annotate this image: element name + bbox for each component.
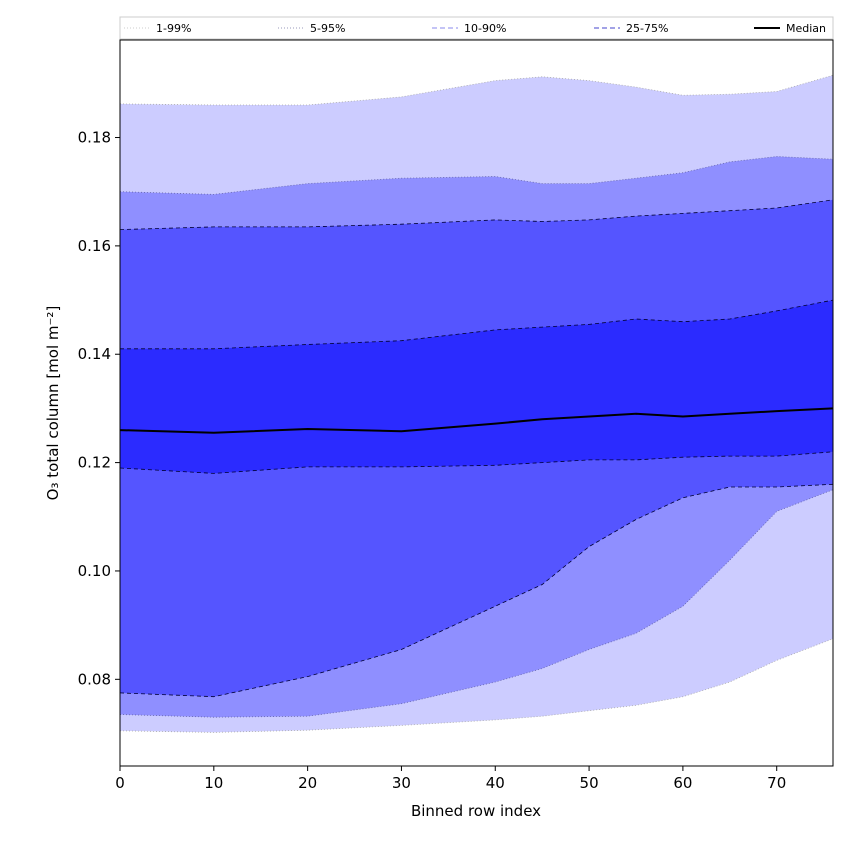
y-axis-ticks: 0.08 0.10 0.12 0.14 0.16 0.18 <box>78 129 120 688</box>
x-tick-label: 70 <box>767 774 786 792</box>
band-upper-line-5-95% <box>119 156 834 195</box>
y-tick-label: 0.12 <box>78 454 111 472</box>
x-tick-label: 20 <box>298 774 317 792</box>
x-tick-label: 0 <box>115 774 125 792</box>
legend-box <box>119 16 834 40</box>
percentile-bands <box>119 74 834 733</box>
x-axis-ticks: 0 10 20 30 40 50 60 70 <box>115 766 786 792</box>
median-line <box>119 407 834 434</box>
band-lower-line-10-90% <box>119 483 834 698</box>
y-tick-label: 0.14 <box>78 345 111 363</box>
band-upper-line-25-75% <box>120 299 834 350</box>
plot-area-frame <box>119 39 834 767</box>
y-tick-label: 0.18 <box>78 129 111 147</box>
legend-label-25-75%: 25-75% <box>626 22 668 35</box>
x-tick-label: 50 <box>580 774 599 792</box>
band-upper-line-10-90% <box>119 199 834 230</box>
y-tick-label: 0.10 <box>78 562 111 580</box>
legend-label-Median: Median <box>786 22 826 35</box>
y-tick-label: 0.16 <box>78 237 111 255</box>
legend-label-10-90%: 10-90% <box>464 22 506 35</box>
legend-label-1-99%: 1-99% <box>156 22 191 35</box>
legend: 1-99% 5-95% 10-90% 25-75% Median <box>119 16 834 40</box>
x-tick-label: 10 <box>204 774 223 792</box>
x-axis-label: Binned row index <box>411 802 541 820</box>
x-tick-label: 60 <box>673 774 692 792</box>
legend-label-5-95%: 5-95% <box>310 22 345 35</box>
median-layer <box>119 407 834 434</box>
y-tick-label: 0.08 <box>78 670 111 688</box>
band-upper-line-1-99% <box>119 74 834 106</box>
x-tick-label: 30 <box>392 774 411 792</box>
band-lower-line-25-75% <box>119 451 834 474</box>
x-tick-label: 40 <box>486 774 505 792</box>
y-axis-label: O₃ total column [mol m⁻²] <box>44 306 62 501</box>
